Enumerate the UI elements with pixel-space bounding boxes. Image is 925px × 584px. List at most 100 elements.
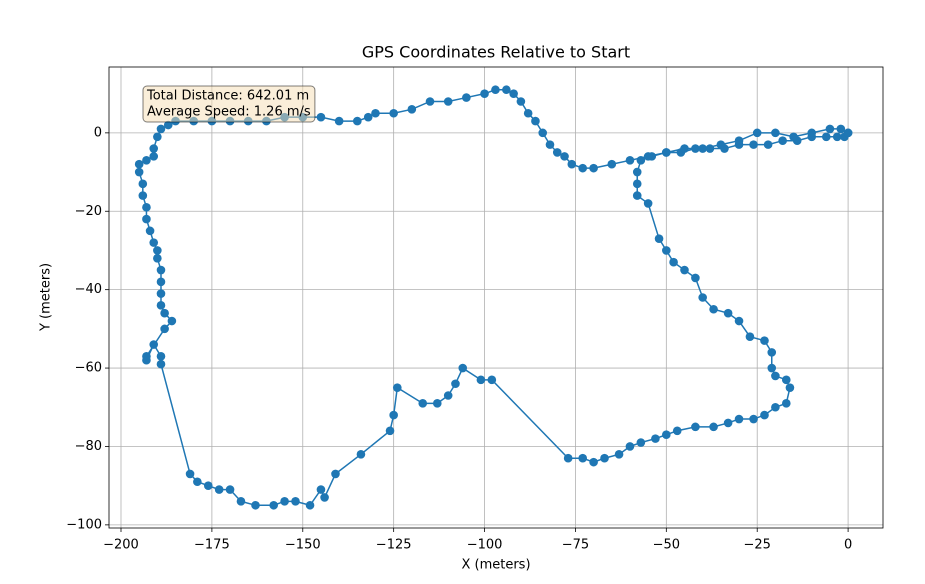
data-point	[771, 128, 780, 138]
data-point	[625, 155, 635, 165]
data-point	[781, 375, 791, 385]
data-point	[320, 493, 329, 502]
data-point	[134, 159, 144, 169]
data-point	[156, 277, 166, 287]
data-point	[662, 246, 671, 255]
data-point	[771, 402, 780, 412]
data-point	[316, 485, 326, 494]
data-point	[142, 155, 151, 165]
data-point	[654, 234, 664, 243]
data-point	[734, 414, 744, 424]
x-tick-label: −75	[562, 538, 589, 553]
data-point	[651, 434, 660, 443]
data-point	[531, 116, 540, 126]
data-point	[167, 316, 177, 326]
data-point	[443, 97, 453, 106]
data-point	[392, 383, 402, 392]
data-point	[291, 497, 300, 506]
data-point	[691, 273, 700, 283]
y-tick-label: −100	[66, 517, 102, 532]
data-point	[138, 191, 148, 200]
data-point	[785, 383, 795, 392]
data-point	[145, 226, 155, 236]
data-point	[691, 422, 700, 432]
data-point	[389, 108, 398, 118]
data-point	[142, 214, 151, 224]
data-point	[672, 426, 682, 436]
data-point	[825, 124, 835, 134]
data-point	[643, 152, 653, 161]
data-point	[698, 144, 707, 153]
data-point	[418, 399, 428, 408]
data-point	[142, 203, 151, 212]
data-point	[142, 352, 151, 361]
data-point	[636, 438, 646, 447]
data-point	[156, 265, 166, 275]
annotation-text: Total Distance: 642.01 m	[146, 89, 309, 104]
data-point	[589, 457, 598, 467]
data-point	[280, 497, 289, 506]
data-point	[643, 199, 653, 208]
x-tick-label: −50	[653, 538, 680, 553]
data-point	[614, 450, 624, 459]
data-point	[316, 112, 326, 122]
data-point	[214, 485, 224, 494]
data-point	[680, 265, 689, 275]
data-line	[138, 88, 849, 507]
data-point	[821, 132, 831, 142]
data-point	[193, 477, 202, 487]
data-point	[203, 481, 213, 490]
data-point	[669, 257, 678, 267]
y-axis-label: Y (meters)	[39, 263, 54, 332]
annotation-box	[142, 85, 316, 123]
data-point	[185, 469, 195, 479]
data-point	[163, 120, 173, 130]
data-point	[563, 453, 573, 463]
data-point	[134, 167, 144, 177]
data-point	[698, 293, 707, 302]
data-point	[432, 399, 442, 408]
x-tick-label: −25	[743, 538, 770, 553]
data-point	[832, 132, 842, 142]
x-tick-label: −200	[103, 538, 139, 553]
data-point	[451, 379, 460, 389]
data-point	[632, 191, 642, 200]
data-point	[662, 148, 671, 157]
data-point	[425, 97, 435, 106]
data-point	[149, 152, 159, 161]
x-tick-label: −175	[194, 538, 230, 553]
data-point	[843, 128, 853, 138]
data-point	[225, 485, 235, 494]
data-point	[356, 450, 366, 459]
data-point	[371, 108, 380, 118]
data-point	[600, 453, 609, 463]
data-point	[480, 89, 489, 98]
data-point	[160, 308, 169, 318]
y-tick-label: −20	[75, 204, 102, 219]
data-point	[778, 136, 787, 145]
data-point	[767, 348, 777, 357]
data-point	[578, 163, 588, 173]
data-point	[760, 336, 769, 345]
data-point	[662, 430, 671, 440]
data-point	[149, 340, 159, 349]
data-point	[723, 308, 733, 318]
data-point	[458, 363, 468, 373]
data-point	[632, 167, 642, 177]
data-point	[538, 128, 548, 138]
data-point	[545, 140, 555, 149]
data-point	[331, 469, 340, 479]
data-point	[578, 453, 588, 463]
data-point	[763, 140, 773, 149]
data-point	[389, 410, 398, 420]
annotation-text: Average Speed: 1.26 m/s	[147, 105, 311, 120]
data-point	[552, 148, 562, 157]
data-point	[781, 399, 791, 408]
data-point	[716, 140, 726, 149]
data-point	[636, 155, 646, 165]
data-point	[625, 442, 635, 451]
data-point	[752, 128, 762, 138]
data-point	[680, 144, 689, 153]
